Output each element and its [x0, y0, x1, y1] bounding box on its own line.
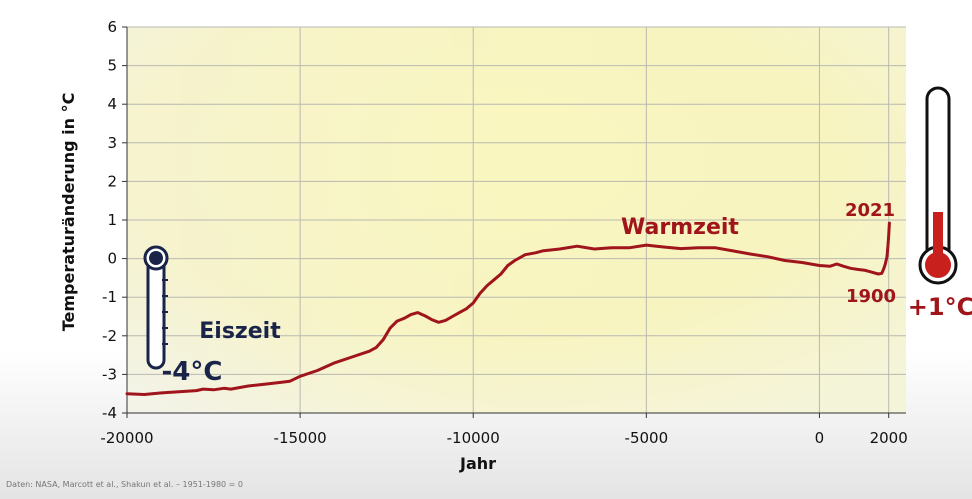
annotation-cold-temp: -4°C [162, 357, 223, 387]
y-tick-label: 2 [107, 172, 117, 190]
series-layer [125, 221, 891, 396]
x-tick-label: -15000 [274, 429, 327, 447]
warm-thermometer-icon [918, 86, 958, 285]
annotation-warm-temp: +1°C [908, 293, 972, 321]
series-line [125, 221, 891, 396]
y-axis-title: Temperaturänderung in °C [59, 93, 78, 332]
y-tick-label: 5 [107, 57, 117, 75]
annotation-year-1900: 1900 [846, 286, 896, 307]
y-tick-label: 0 [107, 250, 117, 268]
y-tick-label: 1 [107, 211, 117, 229]
x-tick-label: -5000 [625, 429, 669, 447]
y-tick-label: 6 [107, 18, 117, 36]
cold-thermometer-icon [143, 245, 169, 370]
x-tick-label: 0 [815, 429, 825, 447]
y-tick-label: 4 [107, 95, 117, 113]
y-tick-label: -4 [102, 404, 117, 422]
annotation-warmzeit: Warmzeit [621, 215, 739, 240]
annotation-year-2021: 2021 [845, 200, 895, 221]
y-tick-label: -3 [102, 365, 117, 383]
y-tick-label: -2 [102, 327, 117, 345]
y-tick-labels: -4 -3 -2 -1 0 1 2 3 4 5 6 [102, 18, 117, 422]
x-tick-label: 2000 [870, 429, 908, 447]
x-axis-title: Jahr [459, 454, 496, 473]
y-tick-label: -1 [102, 288, 117, 306]
axes [126, 27, 906, 414]
x-tick-labels: -20000 -15000 -10000 -5000 0 2000 [100, 429, 907, 447]
annotation-eiszeit: Eiszeit [199, 319, 281, 344]
y-tick-label: 3 [107, 134, 117, 152]
x-tick-label: -20000 [100, 429, 153, 447]
x-tick-label: -10000 [447, 429, 500, 447]
source-note: Daten: NASA, Marcott et al., Shakun et a… [6, 480, 243, 489]
